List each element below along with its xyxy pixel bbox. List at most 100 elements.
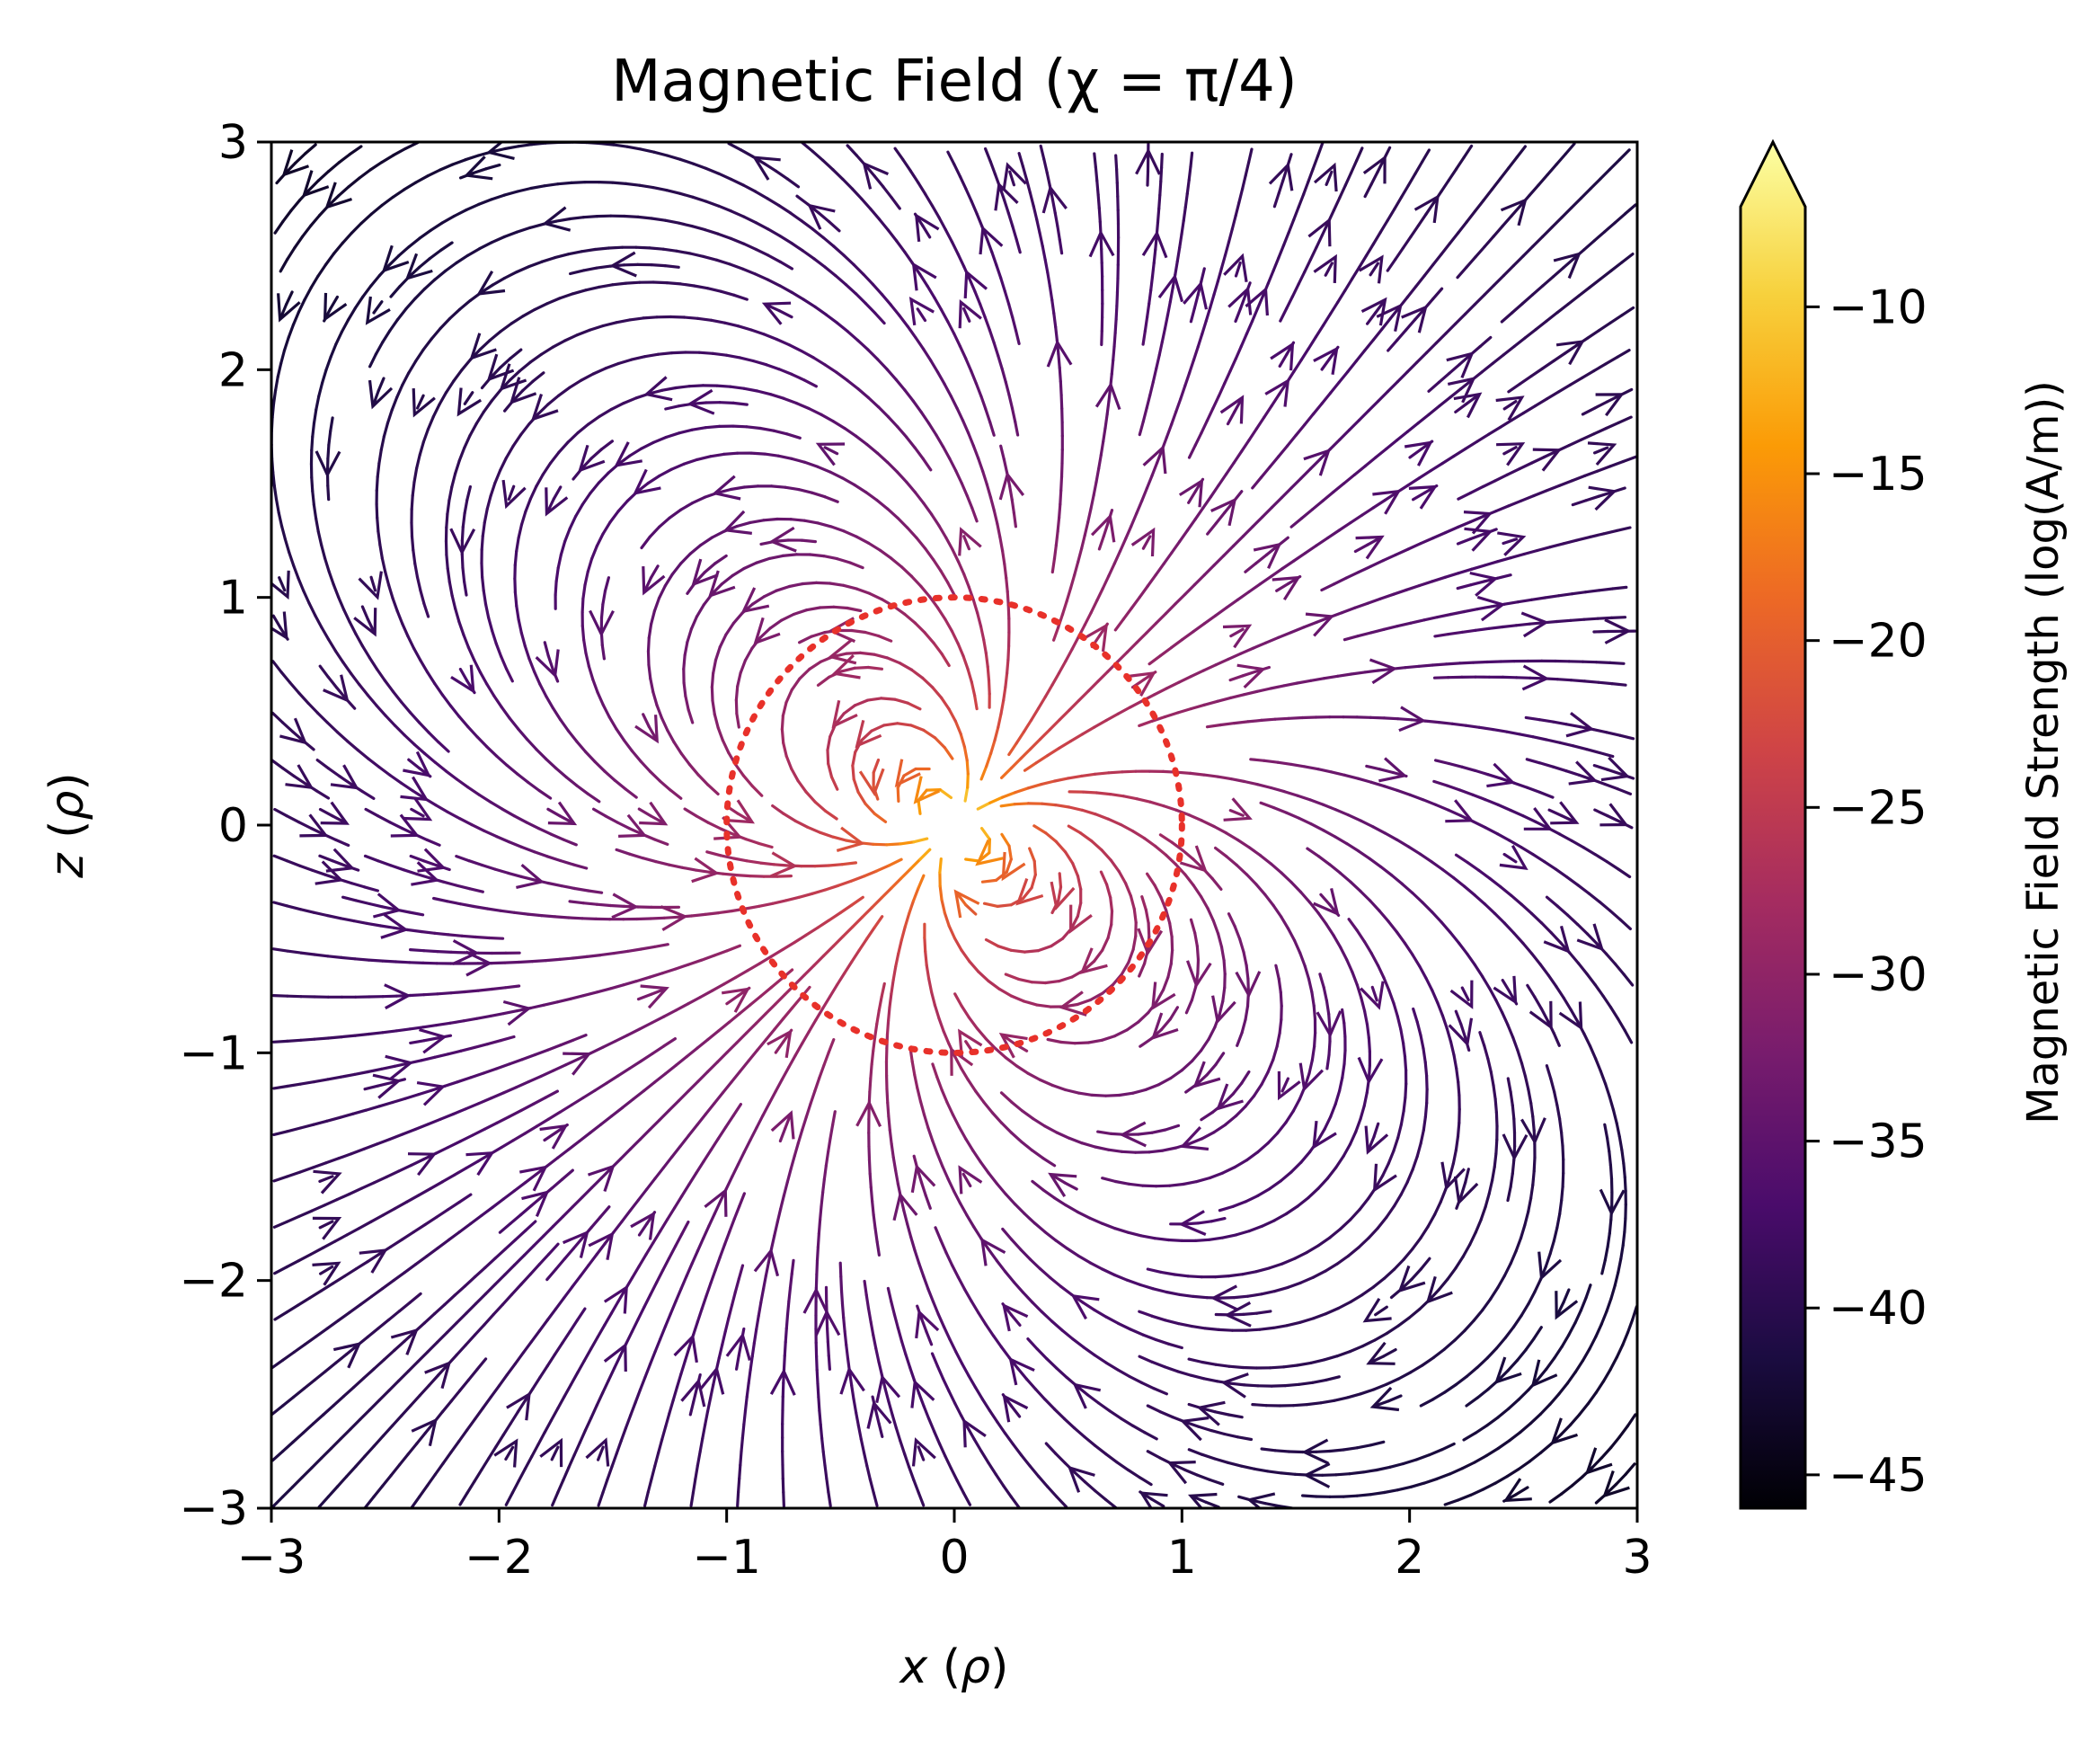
streamline-segment — [1241, 648, 1254, 653]
streamline-segment — [480, 341, 490, 350]
streamline-segment — [1190, 815, 1202, 821]
streamline-segment — [888, 1021, 889, 1035]
streamline-segment — [530, 1265, 539, 1275]
streamline-segment — [1424, 1479, 1437, 1483]
streamline-segment — [1534, 491, 1546, 496]
streamline-segment — [431, 329, 440, 340]
streamline-segment — [1056, 841, 1065, 851]
streamline-segment — [834, 246, 844, 255]
streamline-segment — [1246, 875, 1256, 884]
streamline-segment — [419, 1090, 432, 1095]
streamline-segment — [1118, 707, 1130, 714]
streamline-segment — [427, 839, 439, 845]
streamline-segment — [948, 322, 954, 334]
streamline-segment — [517, 606, 518, 619]
streamline-segment — [350, 1419, 360, 1429]
streamline-segment — [420, 1385, 429, 1395]
streamline-segment — [906, 1355, 910, 1368]
streamline-segment — [688, 1081, 698, 1091]
streamline-segment — [752, 1343, 754, 1356]
streamline-segment — [772, 1236, 775, 1249]
streamline-segment — [1004, 459, 1006, 473]
streamline-segment — [591, 1337, 598, 1349]
streamline-segment — [1511, 1092, 1512, 1106]
streamline-segment — [585, 572, 588, 585]
streamline-segment — [785, 487, 799, 489]
streamline-segment — [954, 1056, 961, 1068]
streamline-segment — [613, 182, 626, 183]
streamline-segment — [1466, 725, 1479, 727]
streamline-segment — [573, 956, 587, 958]
streamline-segment — [888, 509, 898, 518]
streamline-segment — [791, 213, 802, 221]
streamline-segment — [1154, 250, 1156, 263]
streamline-segment — [1253, 517, 1263, 527]
streamline-segment — [378, 1083, 392, 1087]
streamline-segment — [331, 1439, 341, 1449]
streamline-segment — [641, 761, 650, 771]
streamline-segment — [1365, 457, 1376, 466]
streamline-segment — [507, 765, 518, 774]
streamline-segment — [934, 643, 942, 653]
streamline-segment — [519, 362, 530, 371]
streamline-segment — [672, 564, 680, 574]
streamline-segment — [1361, 998, 1365, 1011]
stream-arrow — [914, 1441, 935, 1467]
streamline-segment — [1573, 592, 1586, 594]
streamline-segment — [1148, 923, 1149, 937]
streamline-segment — [1045, 1232, 1056, 1240]
streamline-segment — [1117, 169, 1118, 182]
streamline-segment — [791, 520, 804, 521]
streamline-segment — [1055, 213, 1058, 227]
streamline-segment — [1385, 833, 1396, 839]
streamline-segment — [441, 243, 453, 251]
streamline-segment — [1052, 558, 1054, 572]
streamline-segment — [616, 729, 625, 741]
streamline-segment — [649, 665, 651, 679]
streamline-segment — [1344, 475, 1355, 484]
streamline-segment — [631, 1403, 635, 1416]
streamline-segment — [879, 1424, 882, 1437]
streamline-segment — [768, 229, 780, 236]
streamline-segment — [991, 498, 995, 511]
streamline-segment — [664, 917, 678, 918]
streamline-segment — [771, 395, 784, 399]
streamline-segment — [1317, 1129, 1325, 1141]
streamline-segment — [759, 843, 773, 847]
streamline-segment — [987, 753, 991, 766]
streamline-segment — [455, 1286, 465, 1295]
streamline-segment — [1094, 482, 1096, 495]
streamline-segment — [1022, 1141, 1032, 1150]
streamline-segment — [1101, 235, 1102, 249]
streamline-segment — [343, 662, 351, 674]
streamline-segment — [1266, 637, 1279, 643]
streamline-segment — [789, 1055, 795, 1067]
stream-arrow — [911, 299, 934, 325]
streamline-segment — [989, 330, 994, 342]
streamline-segment — [1438, 615, 1451, 617]
streamline-segment — [1228, 1415, 1242, 1417]
streamline-segment — [1349, 919, 1357, 930]
streamline-segment — [1584, 241, 1594, 250]
streamline-segment — [505, 1240, 515, 1249]
streamline-segment — [1322, 393, 1331, 404]
streamline-segment — [850, 563, 863, 568]
streamline-segment — [1483, 976, 1490, 988]
streamline-segment — [1302, 510, 1313, 519]
streamline-segment — [497, 756, 507, 765]
streamline-segment — [419, 1188, 430, 1195]
streamline-segment — [322, 546, 325, 559]
streamline-segment — [855, 668, 868, 669]
streamline-segment — [774, 431, 787, 434]
streamline-segment — [779, 369, 792, 375]
streamline-segment — [1514, 1119, 1515, 1133]
streamline-segment — [870, 1160, 871, 1174]
streamline-segment — [365, 1086, 378, 1089]
streamline-segment — [996, 1474, 1003, 1486]
streamline-segment — [1062, 1330, 1073, 1339]
streamline-segment — [545, 184, 558, 186]
streamline-segment — [391, 287, 400, 298]
streamline-segment — [610, 906, 624, 907]
streamline-segment — [1436, 804, 1449, 810]
streamline-segment — [796, 404, 809, 409]
